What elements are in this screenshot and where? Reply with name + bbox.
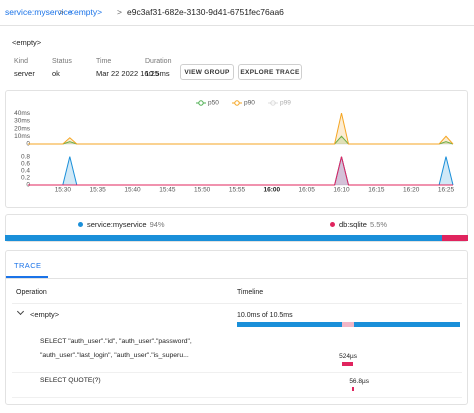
breakdown-name: service:myservice: [87, 220, 147, 229]
breakdown-dot: [330, 222, 335, 227]
root-bar-child: [342, 322, 354, 327]
y-tick-label: 30ms: [14, 118, 31, 125]
span-query: "auth_user"."last_login", "auth_user"."i…: [40, 352, 189, 359]
y-tick-label: 0.6: [21, 160, 30, 167]
field-value: ok: [52, 69, 60, 78]
x-tick-label: 15:35: [90, 187, 107, 194]
breakdown-name: db:sqlite: [339, 220, 367, 229]
breadcrumb-separator: >: [117, 7, 122, 17]
x-tick-label: 16:20: [403, 187, 420, 194]
x-tick-label: 15:55: [229, 187, 246, 194]
y-tick-label: 40ms: [14, 110, 31, 117]
span-bar: [352, 387, 354, 391]
series-line: [28, 156, 453, 186]
span-query: SELECT QUOTE(?): [40, 377, 101, 384]
tab[interactable]: TRACE: [14, 261, 42, 270]
y-tick-label: 10ms: [14, 133, 31, 140]
x-tick-label: 16:10: [333, 187, 350, 194]
top-bar: [0, 0, 474, 26]
span-bar: [342, 362, 354, 366]
series-line: [28, 156, 454, 186]
field-label: Time: [96, 58, 112, 65]
field-label: Status: [52, 58, 72, 65]
span-label: 524µs: [339, 353, 357, 360]
legend-label: p99: [280, 100, 291, 107]
root-bar-child: [352, 322, 354, 327]
button[interactable]: VIEW GROUP: [180, 64, 234, 80]
breakdown-percent: 94%: [149, 220, 165, 229]
field-value: server: [14, 69, 35, 78]
root-name: <empty>: [30, 310, 60, 319]
x-tick-label: 15:30: [55, 187, 72, 194]
trace-card: [5, 250, 468, 405]
field-value: 10.5ms: [145, 69, 170, 78]
field-value: Mar 22 2022 16:25: [96, 69, 159, 78]
row-divider: [12, 397, 462, 398]
breadcrumb-separator: >: [59, 7, 64, 17]
x-tick-label: 16:00: [264, 187, 281, 194]
y-tick-label: 20ms: [14, 125, 31, 132]
y-tick-label: 0.2: [21, 175, 30, 182]
breakdown-bar: [5, 235, 443, 241]
series-area: [28, 156, 453, 185]
x-tick-label: 15:50: [194, 187, 211, 194]
series-area: [28, 156, 453, 185]
x-tick-label: 15:40: [124, 187, 141, 194]
breadcrumb-item: e9c3af31-682e-3130-9d41-6751fec76aa6: [127, 7, 284, 17]
legend-marker: [270, 100, 276, 106]
breakdown-percent: 5.5%: [369, 220, 388, 229]
breadcrumb-item[interactable]: <empty>: [69, 7, 103, 17]
row-divider: [12, 303, 462, 304]
legend-marker: [234, 100, 240, 106]
x-tick-label: 16:05: [299, 187, 316, 194]
series-area: [28, 136, 453, 144]
column-header: Operation: [16, 289, 47, 296]
column-header: Timeline: [237, 289, 264, 296]
legend-label: p90: [244, 100, 255, 107]
span-label: 56.8µs: [349, 378, 369, 385]
legend-marker: [198, 100, 204, 106]
x-tick-label: 15:45: [159, 187, 176, 194]
breadcrumb-item[interactable]: service:myservice: [5, 7, 73, 17]
y-tick-label: 0.8: [21, 153, 30, 160]
legend-label: p50: [208, 100, 219, 107]
series-line: [28, 112, 454, 145]
y-tick-label: 0.4: [21, 167, 30, 174]
field-label: Duration: [145, 58, 172, 65]
x-tick-label: 16:15: [368, 187, 385, 194]
field-label: Kind: [14, 58, 29, 65]
button[interactable]: EXPLORE TRACE: [238, 64, 302, 80]
x-tick-label: 16:25: [438, 187, 455, 194]
breakdown-bar: [442, 235, 468, 241]
span-query: SELECT "auth_user"."id", "auth_user"."pa…: [40, 338, 192, 345]
series-line: [28, 135, 454, 145]
tab-divider: [5, 278, 468, 279]
chart-card: [5, 90, 468, 208]
tab-underline: [6, 276, 48, 278]
breakdown-dot: [78, 222, 83, 227]
row-divider: [12, 372, 462, 373]
root-timeline-label: 10.0ms of 10.5ms: [237, 312, 293, 319]
span-title: <empty>: [12, 38, 42, 47]
series-area: [28, 113, 453, 144]
